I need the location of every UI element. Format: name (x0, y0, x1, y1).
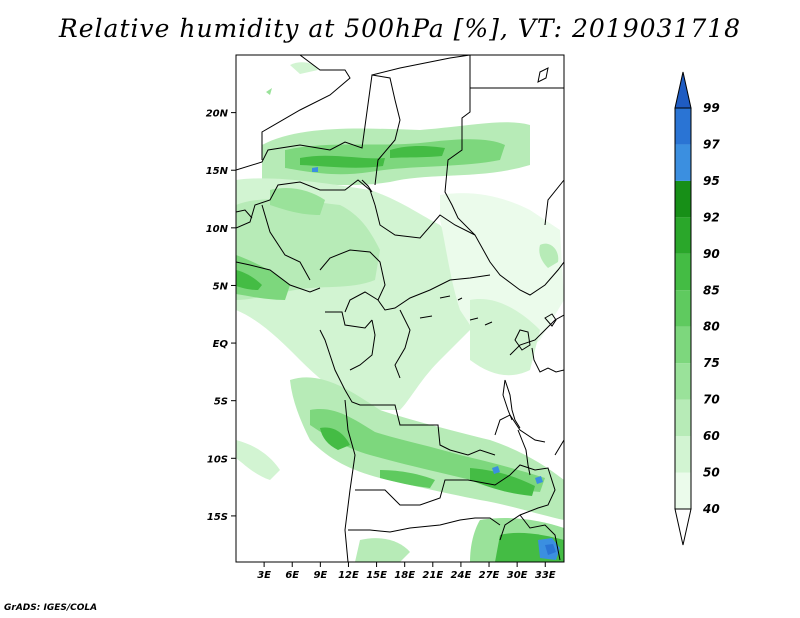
colorbar-bottom-arrow (674, 508, 692, 546)
x-tick-label: 12E (338, 570, 359, 581)
colorbar-label: 97 (703, 137, 720, 151)
x-tick-label: 9E (313, 570, 327, 581)
colorbar-swatch (675, 108, 691, 145)
x-tick-label: 33E (535, 570, 556, 581)
colorbar-swatch (675, 326, 691, 364)
country-borders (236, 55, 564, 562)
colorbar-label: 80 (703, 320, 720, 334)
y-tick-label: 10N (206, 224, 229, 235)
humidity-field (236, 55, 564, 562)
colorbar-label: 85 (703, 283, 720, 297)
colorbar-label: 95 (703, 174, 720, 188)
colorbar-swatch (675, 472, 691, 509)
colorbar-swatch (675, 363, 691, 400)
x-tick-label: 30E (507, 570, 528, 581)
chart-title: Relative humidity at 500hPa [%], VT: 201… (58, 14, 742, 43)
y-tick-label: 10S (207, 454, 228, 465)
x-tick-label: 6E (285, 570, 299, 581)
colorbar-label: 60 (703, 429, 720, 443)
map-frame (235, 54, 565, 563)
x-tick-label: 15E (366, 570, 387, 581)
colorbar-swatch (675, 144, 691, 181)
colorbar-swatch (675, 253, 691, 291)
colorbar-label: 50 (703, 466, 720, 480)
y-tick-label: 15S (207, 512, 228, 523)
y-axis: 20N 15N 10N 5N EQ 5S 10S 15S (206, 109, 236, 523)
colorbar-label: 40 (702, 502, 720, 516)
colorbar-label: 92 (703, 210, 720, 224)
lakes (361, 67, 557, 476)
colorbar: 40 50 60 70 75 80 85 90 92 95 97 99 (674, 71, 720, 546)
y-tick-label: 5N (213, 281, 229, 292)
x-tick-label: 24E (451, 570, 472, 581)
colorbar-label: 99 (703, 101, 720, 115)
colorbar-swatch (675, 217, 691, 254)
colorbar-label: 90 (703, 247, 720, 261)
colorbar-swatch (675, 436, 691, 473)
x-axis: 3E 6E 9E 12E 15E 18E 21E 24E 27E 30E 33E (257, 562, 556, 581)
x-tick-label: 18E (394, 570, 415, 581)
colorbar-label: 75 (703, 356, 720, 370)
colorbar-label: 70 (703, 393, 720, 407)
y-tick-label: 5S (214, 397, 228, 408)
y-tick-label: EQ (213, 339, 229, 350)
colorbar-top-arrow (674, 71, 692, 109)
x-tick-label: 27E (479, 570, 500, 581)
colorbar-swatch (675, 399, 691, 437)
colorbar-swatch (675, 290, 691, 327)
x-tick-label: 21E (422, 570, 443, 581)
colorbar-outline (674, 107, 692, 510)
footer-credit: GrADS: IGES/COLA (4, 603, 98, 613)
colorbar-swatch (675, 180, 691, 218)
y-tick-label: 15N (206, 166, 229, 177)
x-tick-label: 3E (257, 570, 271, 581)
y-tick-label: 20N (206, 109, 229, 120)
